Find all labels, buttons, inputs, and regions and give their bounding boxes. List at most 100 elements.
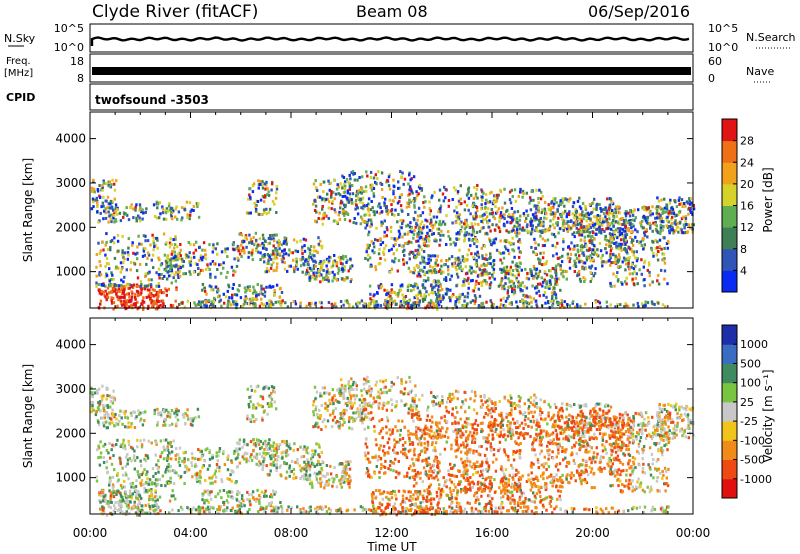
data-cell [657, 199, 661, 203]
data-cell [341, 174, 344, 178]
data-cell [155, 503, 158, 507]
data-cell [139, 417, 143, 421]
data-cell [124, 447, 127, 451]
data-cell [408, 173, 411, 177]
data-cell [252, 285, 255, 289]
data-cell [148, 291, 152, 295]
data-cell [227, 454, 230, 458]
data-cell [483, 257, 487, 261]
data-cell [428, 212, 432, 216]
data-cell [133, 426, 137, 429]
data-cell [565, 215, 568, 219]
data-cell [519, 300, 522, 303]
data-cell [215, 451, 218, 455]
data-cell [472, 202, 476, 206]
data-cell [599, 207, 602, 210]
data-cell [247, 255, 250, 259]
data-cell [431, 288, 434, 291]
data-cell [517, 270, 520, 274]
data-cell [463, 200, 466, 204]
data-cell [335, 305, 338, 309]
data-cell [123, 212, 126, 216]
data-cell [466, 295, 469, 299]
data-cell [608, 239, 611, 243]
data-cell [641, 226, 644, 230]
data-cell [502, 267, 505, 271]
data-cell [417, 251, 420, 255]
data-cell [287, 253, 290, 257]
data-cell [218, 447, 222, 450]
data-cell [372, 187, 376, 190]
data-cell [542, 293, 545, 297]
data-cell [492, 271, 495, 275]
data-cell [550, 200, 554, 204]
data-cell [376, 291, 379, 295]
data-cell [105, 272, 108, 276]
data-cell [643, 284, 646, 288]
data-cell [547, 301, 550, 305]
data-cell [627, 261, 630, 265]
data-cell [454, 265, 457, 269]
data-cell [141, 208, 144, 212]
data-cell [160, 273, 163, 276]
data-cell [120, 443, 123, 447]
colorbar-tick-label: 20 [740, 178, 754, 191]
data-cell [361, 196, 365, 200]
data-cell [636, 257, 639, 261]
data-cell [628, 272, 632, 276]
data-cell [265, 212, 269, 216]
data-cell [364, 302, 368, 306]
data-cell [485, 215, 489, 219]
data-cell [117, 500, 120, 504]
data-cell [431, 266, 435, 269]
data-cell [226, 247, 229, 251]
data-cell [261, 183, 264, 187]
data-cell [504, 247, 508, 251]
data-cell [389, 225, 393, 229]
data-cell [467, 286, 470, 290]
data-cell [170, 210, 173, 214]
data-cell [393, 260, 396, 264]
data-cell [552, 197, 555, 201]
data-cell [153, 482, 157, 486]
data-cell [331, 264, 335, 268]
data-cell [482, 226, 485, 230]
data-cell [386, 300, 389, 304]
data-cell [477, 255, 481, 259]
data-cell [481, 280, 485, 284]
data-cell [651, 212, 654, 216]
data-cell [510, 216, 513, 220]
data-cell [260, 287, 263, 291]
data-cell [98, 271, 102, 275]
data-cell [616, 279, 620, 283]
data-cell [104, 211, 107, 215]
data-cell [167, 264, 170, 268]
data-cell [448, 257, 451, 261]
data-cell [579, 227, 582, 231]
data-cell [477, 222, 480, 226]
data-cell [405, 307, 409, 311]
data-cell [636, 230, 639, 234]
data-cell [513, 290, 516, 294]
data-cell [190, 464, 194, 468]
data-cell [479, 281, 483, 285]
data-cell [393, 291, 396, 294]
data-cell [517, 239, 520, 243]
data-cell [135, 492, 138, 496]
data-cell [457, 262, 460, 266]
data-cell [120, 495, 123, 499]
data-cell [287, 264, 291, 268]
data-cell [624, 235, 627, 239]
data-cell [282, 256, 285, 260]
data-cell [427, 257, 430, 261]
data-cell [632, 303, 635, 307]
data-cell [408, 188, 411, 192]
data-cell [519, 240, 522, 244]
data-cell [160, 291, 164, 295]
data-cell [178, 257, 181, 261]
data-cell [653, 302, 656, 306]
data-cell [665, 210, 668, 214]
data-cell [502, 296, 505, 300]
data-cell [471, 229, 475, 233]
data-cell [640, 244, 643, 247]
